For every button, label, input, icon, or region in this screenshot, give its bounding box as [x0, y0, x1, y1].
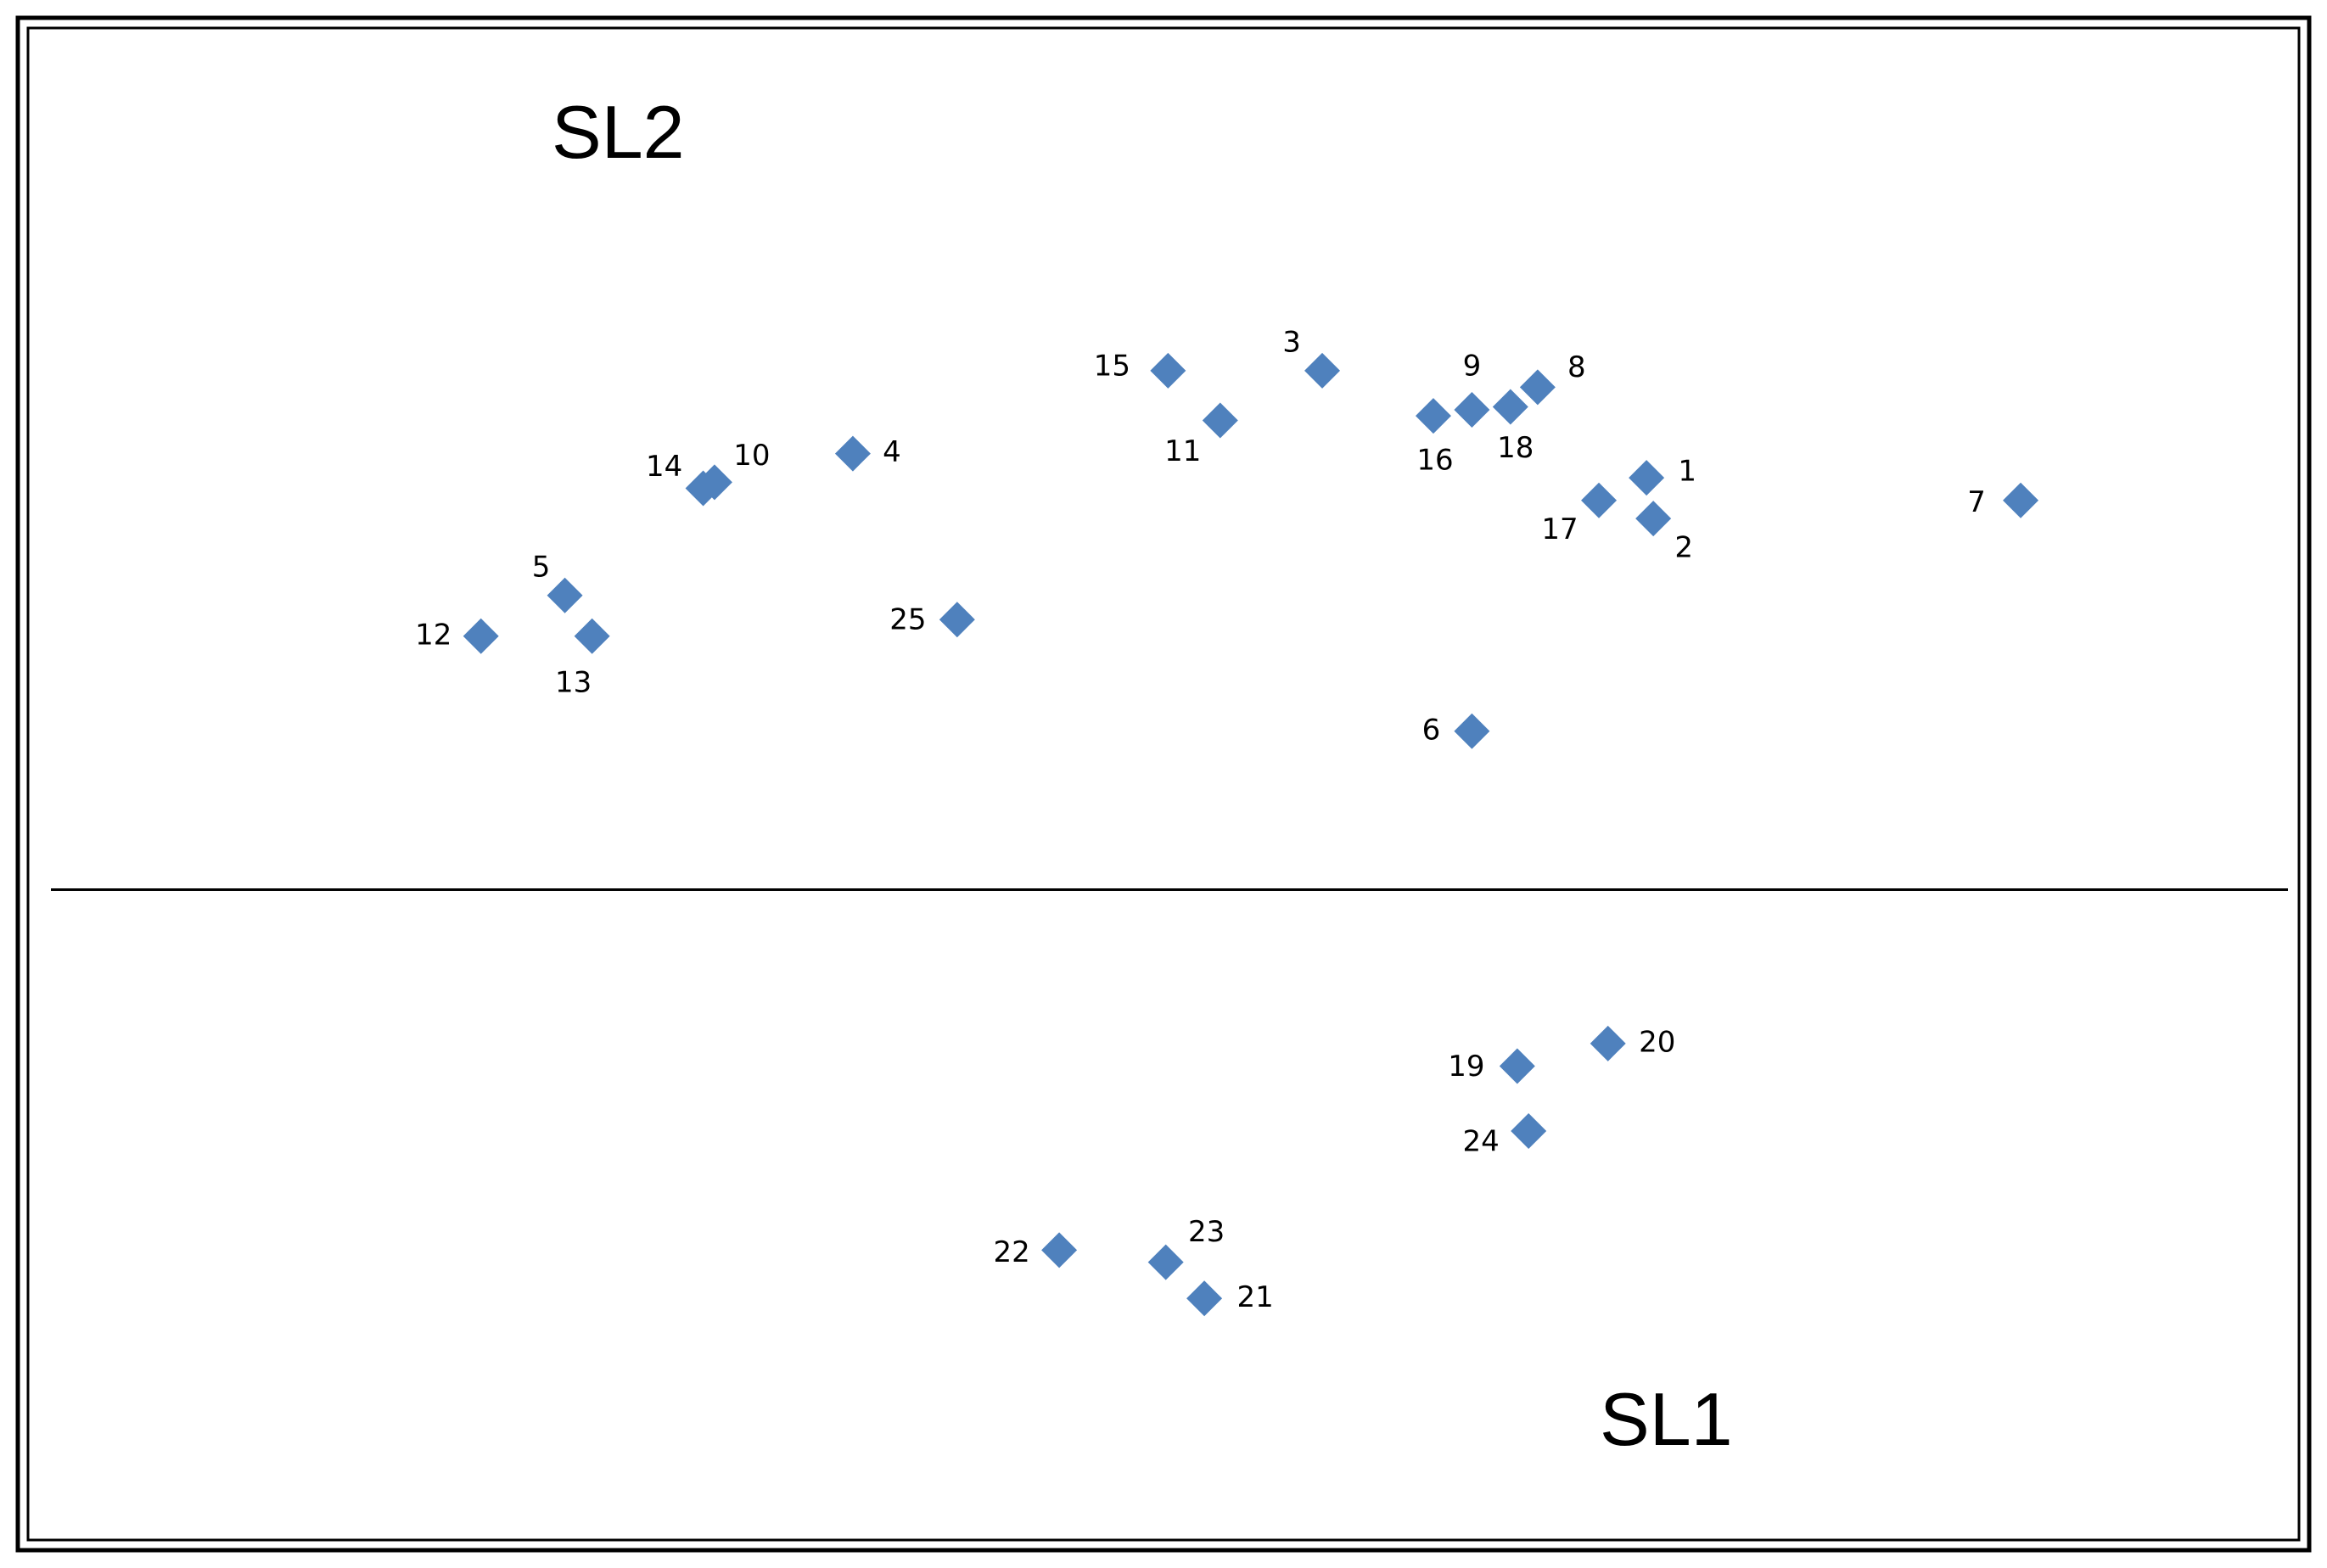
data-point-12 — [463, 618, 499, 654]
data-point-23 — [1147, 1244, 1184, 1280]
point-label-4: 4 — [883, 435, 901, 469]
data-point-8 — [1519, 369, 1556, 406]
point-label-19: 19 — [1448, 1050, 1484, 1084]
data-point-7 — [2003, 482, 2039, 518]
data-point-1 — [1629, 460, 1665, 496]
data-point-14 — [685, 470, 721, 507]
point-label-13: 13 — [555, 665, 592, 699]
point-label-20: 20 — [1639, 1025, 1675, 1059]
data-point-16 — [1415, 398, 1451, 434]
point-label-9: 9 — [1463, 350, 1482, 384]
point-label-23: 23 — [1188, 1215, 1225, 1249]
data-point-19 — [1499, 1048, 1535, 1084]
data-point-3 — [1304, 352, 1341, 389]
point-label-21: 21 — [1236, 1280, 1273, 1314]
point-label-25: 25 — [889, 603, 926, 637]
data-point-22 — [1041, 1232, 1078, 1268]
point-label-1: 1 — [1678, 455, 1696, 489]
data-point-6 — [1454, 713, 1490, 749]
inner-border — [26, 26, 2301, 1542]
point-label-5: 5 — [532, 550, 551, 584]
point-label-7: 7 — [1967, 485, 1986, 519]
point-label-22: 22 — [993, 1235, 1029, 1269]
data-point-18 — [1492, 389, 1528, 425]
data-point-25 — [939, 602, 975, 638]
data-point-4 — [834, 435, 871, 472]
point-label-14: 14 — [646, 450, 682, 484]
point-label-17: 17 — [1541, 512, 1578, 546]
point-label-6: 6 — [1422, 713, 1441, 747]
data-point-9 — [1454, 392, 1490, 428]
data-point-24 — [1511, 1112, 1547, 1149]
point-label-18: 18 — [1497, 431, 1534, 465]
group-label-sl2: SL2 — [552, 90, 685, 174]
data-point-15 — [1150, 352, 1186, 389]
point-label-3: 3 — [1282, 325, 1301, 359]
point-label-24: 24 — [1463, 1124, 1500, 1158]
data-point-17 — [1581, 482, 1618, 518]
data-point-5 — [547, 577, 583, 613]
group-label-sl1: SL1 — [1600, 1377, 1733, 1461]
data-point-13 — [574, 618, 610, 654]
data-point-20 — [1590, 1025, 1626, 1061]
outer-border — [15, 15, 2312, 1553]
point-label-16: 16 — [1416, 444, 1453, 478]
point-label-12: 12 — [415, 618, 451, 652]
point-label-10: 10 — [733, 439, 770, 473]
data-point-2 — [1635, 501, 1672, 537]
point-label-15: 15 — [1094, 349, 1130, 383]
point-label-2: 2 — [1674, 531, 1693, 565]
point-label-11: 11 — [1164, 434, 1201, 468]
data-point-11 — [1202, 402, 1238, 439]
point-label-8: 8 — [1567, 350, 1586, 384]
data-point-21 — [1186, 1280, 1223, 1317]
